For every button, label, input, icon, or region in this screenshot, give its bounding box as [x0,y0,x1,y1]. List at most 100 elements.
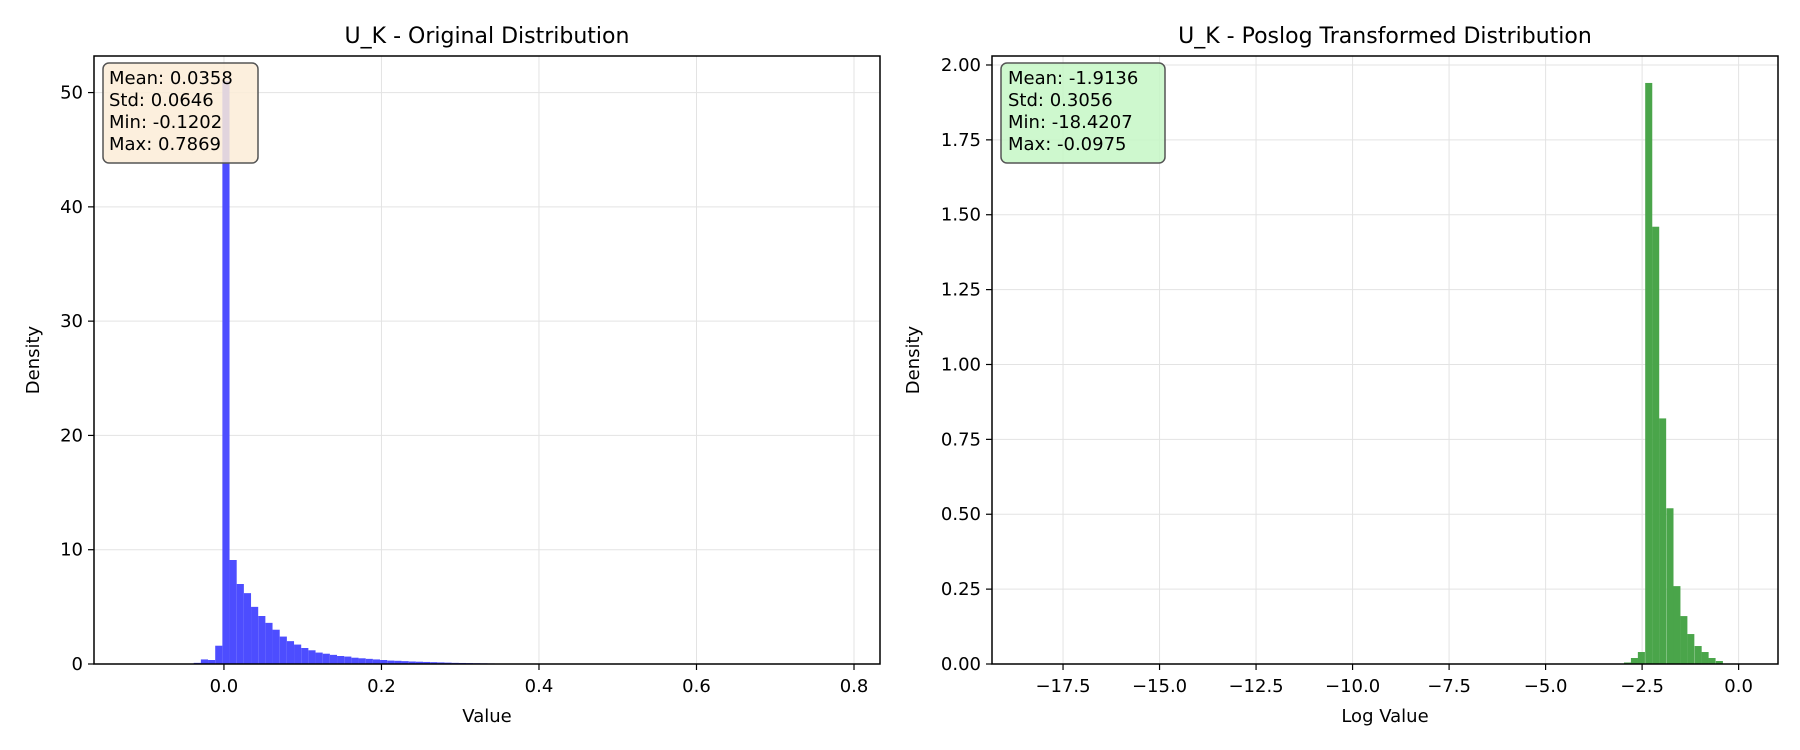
left-stats-std: Std: 0.0646 [109,90,214,111]
left-histogram-bar [279,636,287,664]
right-x-tick-label: −10.0 [1325,676,1380,697]
left-y-axis-ticks: 0 10 20 30 40 50 [60,83,94,675]
right-x-tick-label: −7.5 [1427,676,1471,697]
left-histogram-bar [394,660,402,664]
right-plot-frame [991,55,1779,665]
right-x-tick-label: −15.0 [1132,676,1187,697]
left-plot-frame [93,55,881,665]
right-histogram-bar [1637,652,1645,664]
right-y-axis-ticks: 0.00 0.25 0.50 0.75 1.00 1.25 1.50 1.75 2.00 [941,55,992,675]
left-histogram-bar [258,616,266,664]
right-stats-box: Mean: -1.9136 Std: 0.3056 Min: -18.4207 … [1000,62,1166,164]
right-y-tick-label: 0.75 [941,429,981,450]
left-histogram-bar [200,659,209,664]
right-stats-box-background [1000,62,1166,164]
left-histogram-bar [315,652,323,664]
left-histogram-bar [351,657,359,664]
left-histogram-bar [387,660,395,664]
right-y-tick-label: 1.25 [941,280,981,301]
left-x-tick-label: 0.8 [840,676,869,697]
right-stats-min: Min: -18.4207 [1008,112,1133,133]
right-histogram-bar [1687,634,1695,664]
left-histogram-bar [308,650,316,664]
left-histogram-bar [329,654,338,664]
left-histogram-bar [243,593,252,664]
right-histogram-bars [1623,82,1723,664]
right-histogram-bar [1630,658,1638,664]
left-histogram-bar [401,661,409,664]
left-y-axis-label: Density [23,325,44,394]
left-histogram-bar [437,662,445,664]
right-histogram-bar [1673,586,1681,664]
right-histogram-bar [1694,646,1702,664]
left-histogram-bar [251,606,259,664]
right-y-tick-label: 0.00 [941,654,981,675]
right-x-tick-label: 0.0 [1724,676,1753,697]
right-x-tick-label: −17.5 [1035,676,1090,697]
left-histogram-bar [337,656,345,664]
left-histogram-bar [265,622,273,664]
left-histogram-bar [365,658,373,664]
left-histogram-bar [294,644,302,664]
right-chart-title: U_K - Poslog Transformed Distribution [1178,24,1592,49]
right-histogram-bar [1659,418,1667,664]
left-y-tick-label: 40 [60,197,83,218]
left-histogram-bar [215,645,223,664]
right-histogram-bar [1680,616,1688,664]
left-histogram-bar [272,629,280,664]
left-x-tick-label: 0.2 [367,676,396,697]
right-histogram-bar [1666,508,1674,664]
left-stats-box: Mean: 0.0358 Std: 0.0646 Min: -0.1202 Ma… [102,62,259,164]
left-x-tick-label: 0.6 [682,676,711,697]
left-chart-title: U_K - Original Distribution [345,24,630,49]
right-x-axis-ticks: −17.5 −15.0 −12.5 −10.0 −7.5 −5.0 −2.5 0.0 [1035,664,1753,697]
right-y-tick-label: 1.00 [941,354,981,375]
left-stats-min: Min: -0.1202 [109,112,222,133]
right-histogram-bar [1652,226,1660,664]
left-histogram-bar [415,661,424,664]
left-histogram-bar [423,661,431,664]
right-y-tick-label: 1.50 [941,205,981,226]
right-histogram-bar [1701,652,1709,664]
right-y-tick-label: 2.00 [941,55,981,76]
left-histogram-bar [372,659,381,664]
right-x-tick-label: −12.5 [1228,676,1283,697]
left-histogram-bar [344,656,352,664]
left-y-tick-label: 20 [60,425,83,446]
left-histogram-bar [286,641,295,664]
right-x-tick-label: −5.0 [1524,676,1568,697]
left-histogram-bars [193,81,495,664]
right-histogram-bar [1645,82,1653,664]
left-histogram-bar [358,658,366,664]
left-histogram-bar [380,660,388,664]
left-stats-box-background [102,62,259,164]
right-histogram-bar [1708,658,1716,664]
right-histogram-bar [1715,661,1723,664]
left-y-tick-label: 10 [60,540,83,561]
left-x-tick-label: 0.4 [525,676,554,697]
left-histogram-bar [322,653,330,664]
left-histogram-bar [301,648,309,664]
poslog-distribution-panel: U_K - Poslog Transformed Distribution −1… [903,24,1779,727]
left-histogram-bar [408,661,416,664]
original-distribution-panel: U_K - Original Distribution 0.0 0.2 0.4 0.6… [23,24,881,727]
left-x-tick-label: 0.0 [210,676,239,697]
left-histogram-bar [208,660,216,664]
right-y-tick-label: 1.75 [941,130,981,151]
left-stats-max: Max: 0.7869 [109,134,221,155]
left-y-tick-label: 0 [72,654,83,675]
left-x-axis-ticks: 0.0 0.2 0.4 0.6 0.8 [210,664,869,697]
right-y-tick-label: 0.25 [941,579,981,600]
left-histogram-bar [229,560,237,664]
right-stats-mean: Mean: -1.9136 [1008,68,1138,89]
left-histogram-bar [236,584,244,664]
left-stats-mean: Mean: 0.0358 [109,68,233,89]
right-y-axis-label: Density [903,325,924,394]
left-x-axis-label: Value [462,706,511,727]
right-y-tick-label: 0.50 [941,504,981,525]
right-stats-max: Max: -0.0975 [1008,134,1126,155]
left-y-tick-label: 30 [60,311,83,332]
right-x-axis-label: Log Value [1341,706,1428,727]
